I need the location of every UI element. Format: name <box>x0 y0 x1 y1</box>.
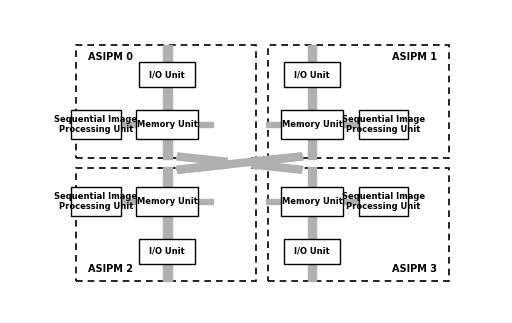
Text: Sequential Image
Processing Unit: Sequential Image Processing Unit <box>342 115 425 134</box>
Text: I/O Unit: I/O Unit <box>150 70 185 79</box>
FancyBboxPatch shape <box>139 239 195 264</box>
Text: Memory Unit: Memory Unit <box>137 120 198 129</box>
Polygon shape <box>163 87 172 110</box>
FancyBboxPatch shape <box>358 187 408 216</box>
Polygon shape <box>176 153 303 173</box>
Polygon shape <box>266 122 281 127</box>
FancyBboxPatch shape <box>71 187 120 216</box>
Polygon shape <box>308 216 316 239</box>
FancyBboxPatch shape <box>139 62 195 87</box>
Text: Memory Unit: Memory Unit <box>282 120 343 129</box>
Polygon shape <box>266 199 281 204</box>
FancyBboxPatch shape <box>284 62 340 87</box>
FancyBboxPatch shape <box>136 110 198 139</box>
Polygon shape <box>163 45 172 62</box>
Text: ASIPM 0: ASIPM 0 <box>88 52 133 62</box>
Polygon shape <box>176 153 303 173</box>
Polygon shape <box>163 167 172 187</box>
FancyBboxPatch shape <box>228 156 251 171</box>
Polygon shape <box>308 264 316 281</box>
Polygon shape <box>308 45 316 62</box>
Text: I/O Unit: I/O Unit <box>294 247 330 256</box>
Text: Memory Unit: Memory Unit <box>282 197 343 206</box>
Text: Sequential Image
Processing Unit: Sequential Image Processing Unit <box>342 192 425 211</box>
Polygon shape <box>163 216 172 239</box>
Polygon shape <box>163 139 172 159</box>
Text: Memory Unit: Memory Unit <box>137 197 198 206</box>
Text: Sequential Image
Processing Unit: Sequential Image Processing Unit <box>54 192 137 211</box>
Text: Sequential Image
Processing Unit: Sequential Image Processing Unit <box>54 115 137 134</box>
Polygon shape <box>176 153 303 173</box>
Polygon shape <box>308 87 316 110</box>
Polygon shape <box>343 199 358 204</box>
FancyBboxPatch shape <box>284 239 340 264</box>
Polygon shape <box>120 199 136 204</box>
FancyBboxPatch shape <box>281 110 343 139</box>
Polygon shape <box>308 167 316 187</box>
Polygon shape <box>198 199 213 204</box>
Polygon shape <box>198 122 213 127</box>
Text: I/O Unit: I/O Unit <box>150 247 185 256</box>
FancyBboxPatch shape <box>281 187 343 216</box>
FancyBboxPatch shape <box>71 110 120 139</box>
Text: ASIPM 3: ASIPM 3 <box>392 264 437 274</box>
Polygon shape <box>163 264 172 281</box>
FancyBboxPatch shape <box>136 187 198 216</box>
Polygon shape <box>343 122 358 127</box>
Polygon shape <box>120 122 136 127</box>
Text: ASIPM 2: ASIPM 2 <box>88 264 133 274</box>
Polygon shape <box>308 139 316 159</box>
Text: I/O Unit: I/O Unit <box>294 70 330 79</box>
Text: ASIPM 1: ASIPM 1 <box>392 52 437 62</box>
FancyBboxPatch shape <box>358 110 408 139</box>
